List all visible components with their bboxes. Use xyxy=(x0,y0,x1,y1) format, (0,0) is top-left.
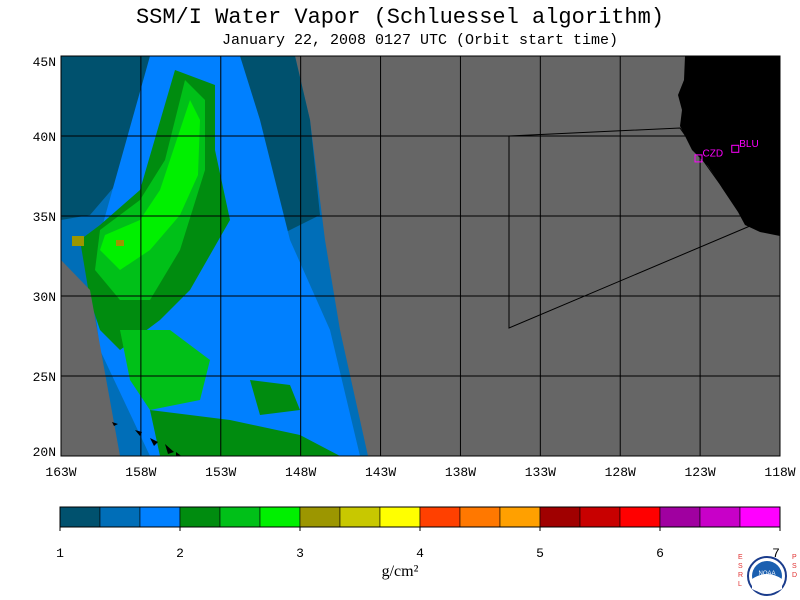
colorbar-bin xyxy=(299,506,341,528)
lat-tick-label: 40N xyxy=(33,130,56,145)
colorbar-bin xyxy=(539,506,581,528)
lat-tick-label: 30N xyxy=(33,290,56,305)
colorbar-bin xyxy=(259,506,301,528)
longitude-labels: 163W 158W 153W 148W 143W 138W 133W 128W 123W 118W xyxy=(45,465,795,480)
colorbar-bin xyxy=(219,506,261,528)
colorbar-bin xyxy=(619,506,661,528)
lat-tick-label: 35N xyxy=(33,210,56,225)
lon-tick-label: 133W xyxy=(525,465,556,480)
colorbar-bin xyxy=(339,506,381,528)
colorbar-bin xyxy=(659,506,701,528)
lon-tick-label: 138W xyxy=(445,465,476,480)
colorbar-bin xyxy=(579,506,621,528)
analysis-domain-outline xyxy=(508,127,751,329)
station-marker xyxy=(694,154,703,163)
station-label: BLU xyxy=(739,139,758,150)
station-marker xyxy=(731,144,740,153)
colorbar-tick-label: 3 xyxy=(296,546,304,561)
colorbar-tick-label: 2 xyxy=(176,546,184,561)
colorbar-bin xyxy=(499,506,541,528)
map-frame xyxy=(60,55,781,457)
map-subtitle: January 22, 2008 0127 UTC (Orbit start t… xyxy=(221,32,619,49)
colorbar-tick-label: 5 xyxy=(536,546,544,561)
lat-tick-label: 20N xyxy=(33,445,56,460)
map-title: SSM/I Water Vapor (Schluessel algorithm) xyxy=(135,5,665,30)
colorbar-bin xyxy=(699,506,741,528)
colorbar xyxy=(59,506,781,528)
lon-tick-label: 118W xyxy=(764,465,795,480)
lon-tick-label: 148W xyxy=(285,465,316,480)
lon-tick-label: 158W xyxy=(125,465,156,480)
colorbar-tick-label: 1 xyxy=(56,546,64,561)
svg-text:PSD: PSD xyxy=(792,554,797,579)
lat-tick-label: 45N xyxy=(33,55,56,70)
latitude-labels: 45N 40N 35N 30N 25N 20N xyxy=(33,55,56,460)
colorbar-units: g/cm² xyxy=(381,563,419,580)
vapor-swath xyxy=(61,56,368,456)
lon-tick-label: 153W xyxy=(205,465,236,480)
lon-tick-label: 163W xyxy=(45,465,76,480)
colorbar-bin xyxy=(179,506,221,528)
colorbar-bin xyxy=(139,506,181,528)
lat-tick-label: 25N xyxy=(33,370,56,385)
colorbar-bin xyxy=(739,506,781,528)
colorbar-bin xyxy=(99,506,141,528)
station-label: CZD xyxy=(703,148,724,159)
lon-tick-label: 123W xyxy=(685,465,716,480)
colorbar-tick-label: 4 xyxy=(416,546,424,561)
lon-tick-label: 143W xyxy=(365,465,396,480)
svg-text:NOAA: NOAA xyxy=(758,571,775,577)
colorbar-tick-labels: 1 2 3 4 5 6 7 xyxy=(56,527,781,561)
colorbar-tick-label: 7 xyxy=(772,546,780,561)
map-grid xyxy=(61,56,780,456)
colorbar-bin xyxy=(419,506,461,528)
land-mass xyxy=(678,56,780,236)
lon-tick-label: 128W xyxy=(605,465,636,480)
station-markers: CZD BLU xyxy=(694,139,759,163)
colorbar-bin xyxy=(459,506,501,528)
colorbar-bin xyxy=(379,506,421,528)
colorbar-bin xyxy=(59,506,101,528)
colorbar-tick-label: 6 xyxy=(656,546,664,561)
